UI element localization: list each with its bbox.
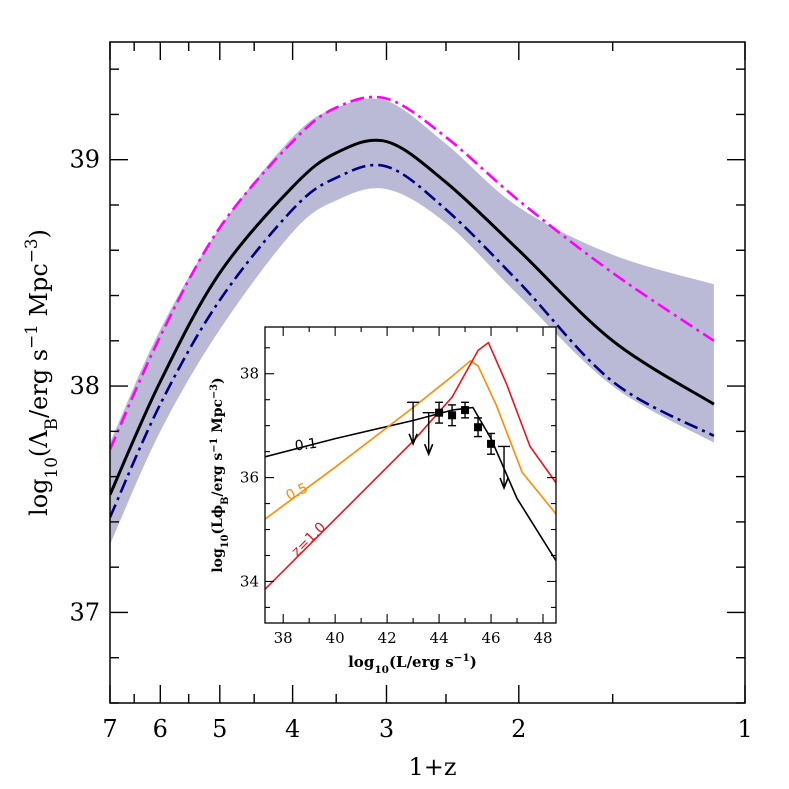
inset-y-tick-label: 36 bbox=[240, 469, 259, 487]
data-point bbox=[435, 408, 444, 417]
data-point bbox=[474, 423, 483, 432]
upper-limit-arrow bbox=[423, 443, 434, 457]
y-tick-label: 37 bbox=[69, 598, 100, 626]
x-tick-label: 5 bbox=[212, 715, 227, 743]
inset-x-tick-label: 40 bbox=[326, 629, 345, 647]
y-axis-label: log10(ΛB/erg s−1 Mpc−3) bbox=[21, 229, 61, 516]
inset-series-2 bbox=[265, 341, 556, 590]
x-tick-label: 6 bbox=[153, 715, 168, 743]
y-tick-label: 39 bbox=[69, 146, 100, 174]
inset-x-tick-label: 46 bbox=[481, 629, 500, 647]
y-tick-label: 38 bbox=[69, 372, 100, 400]
inset-x-axis-label: log10(L/erg s−1) bbox=[348, 652, 477, 676]
inset-x-tick-label: 38 bbox=[274, 629, 293, 647]
inset-x-tick-label: 42 bbox=[378, 629, 397, 647]
curve-label: 0.1 bbox=[294, 436, 318, 455]
inset-chart: 0.10.5z=1.038 40 42 44 46 48343638log10(L/erg… bbox=[209, 326, 557, 676]
main-chart: 37 38 39 7 6 5 4 3 2 1 1+z log10(ΛB/erg s−1 Mpc−3) bbox=[21, 41, 753, 781]
inset-x-tick-label: 48 bbox=[533, 629, 552, 647]
series-line-2 bbox=[110, 163, 715, 518]
main-frame bbox=[109, 41, 746, 704]
data-point bbox=[487, 439, 496, 448]
inset-y-axis-label: log10(LϕB/erg s−1 Mpc−3) bbox=[209, 377, 231, 572]
uncertainty-band bbox=[110, 98, 714, 545]
x-axis-label: 1+z bbox=[408, 753, 456, 781]
series-line-0 bbox=[110, 95, 715, 451]
x-tick-label: 7 bbox=[102, 715, 117, 743]
x-tick-label: 2 bbox=[511, 715, 526, 743]
x-tick-label: 4 bbox=[285, 715, 300, 743]
data-point bbox=[461, 406, 470, 415]
x-tick-label: 1 bbox=[737, 715, 752, 743]
data-point bbox=[448, 411, 457, 420]
inset-y-tick-label: 34 bbox=[240, 572, 259, 590]
upper-limit-arrow bbox=[499, 477, 509, 491]
inset-frame bbox=[264, 326, 557, 624]
series-line-1 bbox=[110, 138, 715, 496]
inset-background bbox=[265, 327, 556, 623]
inset-series-1 bbox=[265, 360, 556, 520]
inset-y-tick-label: 38 bbox=[240, 365, 259, 383]
upper-limit-arrow bbox=[408, 433, 418, 446]
inset-x-tick-label: 44 bbox=[430, 629, 449, 647]
x-tick-label: 3 bbox=[379, 715, 394, 743]
